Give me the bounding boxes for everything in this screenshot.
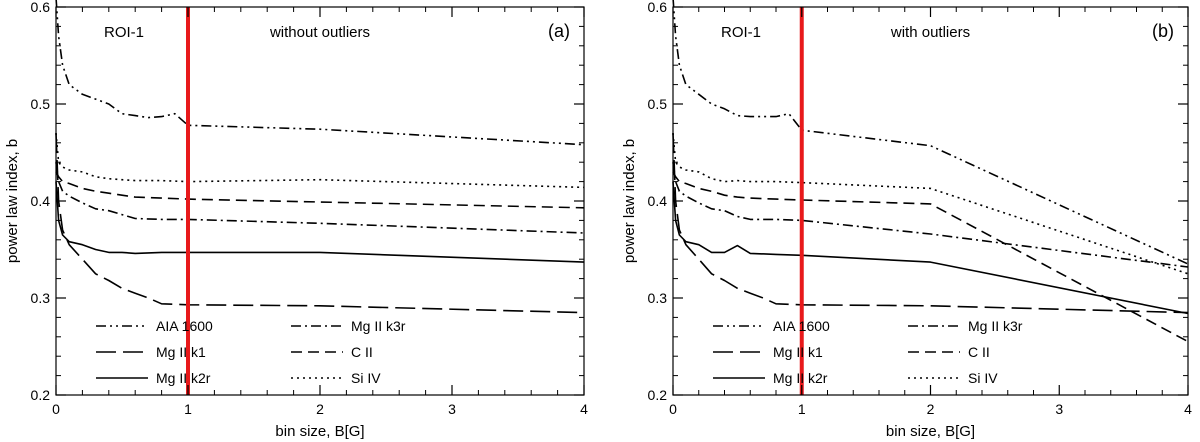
chart-panel-a: 0 1 2 3 4 0.2 0.3 0.4 0.5 0.6 bin size, B[G] power … [4,0,588,440]
chart-1-x-tick-label: 0 [669,401,677,417]
chart-0-y-tick-label: 0.6 [31,0,51,15]
chart-0-x-tick-label: 0 [52,401,60,417]
chart-1-legend-label: AIA 1600 [773,318,830,334]
chart-0-legend-label: C II [351,344,373,360]
chart-0-legend-label: Mg II k1 [156,344,206,360]
chart-0-plot-frame [55,6,585,396]
chart-0-x-tick-label: 3 [448,401,456,417]
chart-1-legend-label: C II [968,344,990,360]
chart-1-y-tick-label: 0.3 [648,290,668,306]
chart-0-title: without outliers [269,24,370,41]
chart-1-y-axis-label: power law index, b [621,139,638,263]
chart-1-series-line-mg-ii-k1 [672,133,1189,314]
chart-0-x-tick-label: 2 [316,401,324,417]
chart-1-x-tick-label: 4 [1184,401,1192,417]
chart-1-legend-label: Mg II k3r [968,318,1023,334]
chart-0-series-line-mg-ii-k2r [55,181,585,263]
chart-1-legend-label: Si IV [968,370,998,386]
chart-1-x-tick-label: 1 [798,401,806,417]
chart-0-y-axis-label: power law index, b [4,139,21,263]
chart-0-region-label: ROI-1 [104,24,144,41]
chart-0-legend-label: AIA 1600 [156,318,213,334]
chart-1-x-tick-label: 3 [1055,401,1063,417]
chart-panel-b: 0 1 2 3 4 0.2 0.3 0.4 0.5 0.6 bin size, B[G] power … [621,0,1192,440]
chart-1-x-axis-label: bin size, B[G] [886,423,975,440]
chart-1-y-tick-label: 0.5 [648,96,668,112]
chart-1-title: with outliers [890,24,970,41]
chart-0-y-tick-label: 0.2 [31,387,51,403]
chart-1-series-line-aia-1600 [672,0,1189,265]
chart-0-x-tick-label: 4 [580,401,588,417]
chart-0-legend-label: Mg II k2r [156,370,211,386]
chart-1-legend-label: Mg II k2r [773,370,828,386]
chart-0-series-line-c-ii [55,171,585,209]
chart-0-x-tick-label: 1 [184,401,192,417]
chart-0-series-line-aia-1600 [55,0,585,146]
chart-0-legend-label: Si IV [351,370,381,386]
chart-0-series-line-si-iv [55,133,585,189]
chart-1-y-tick-label: 0.2 [648,387,668,403]
chart-1-series-line-mg-ii-k3r [672,162,1189,268]
chart-0-x-axis-label: bin size, B[G] [275,423,364,440]
chart-0-legend-label: Mg II k3r [351,318,406,334]
chart-1-panel-label: (b) [1152,21,1174,41]
chart-0-panel-label: (a) [548,21,570,41]
chart-0-y-tick-label: 0.5 [31,96,51,112]
chart-1-y-tick-label: 0.6 [648,0,668,15]
chart-1-region-label: ROI-1 [721,24,761,41]
chart-1-y-tick-label: 0.4 [648,193,668,209]
chart-0-y-tick-label: 0.3 [31,290,51,306]
chart-1-x-tick-label: 2 [927,401,935,417]
chart-0-series-line-mg-ii-k1 [55,133,585,314]
chart-0-y-tick-label: 0.4 [31,193,51,209]
chart-1-legend-label: Mg II k1 [773,344,823,360]
chart-1-plot-frame [672,6,1189,396]
